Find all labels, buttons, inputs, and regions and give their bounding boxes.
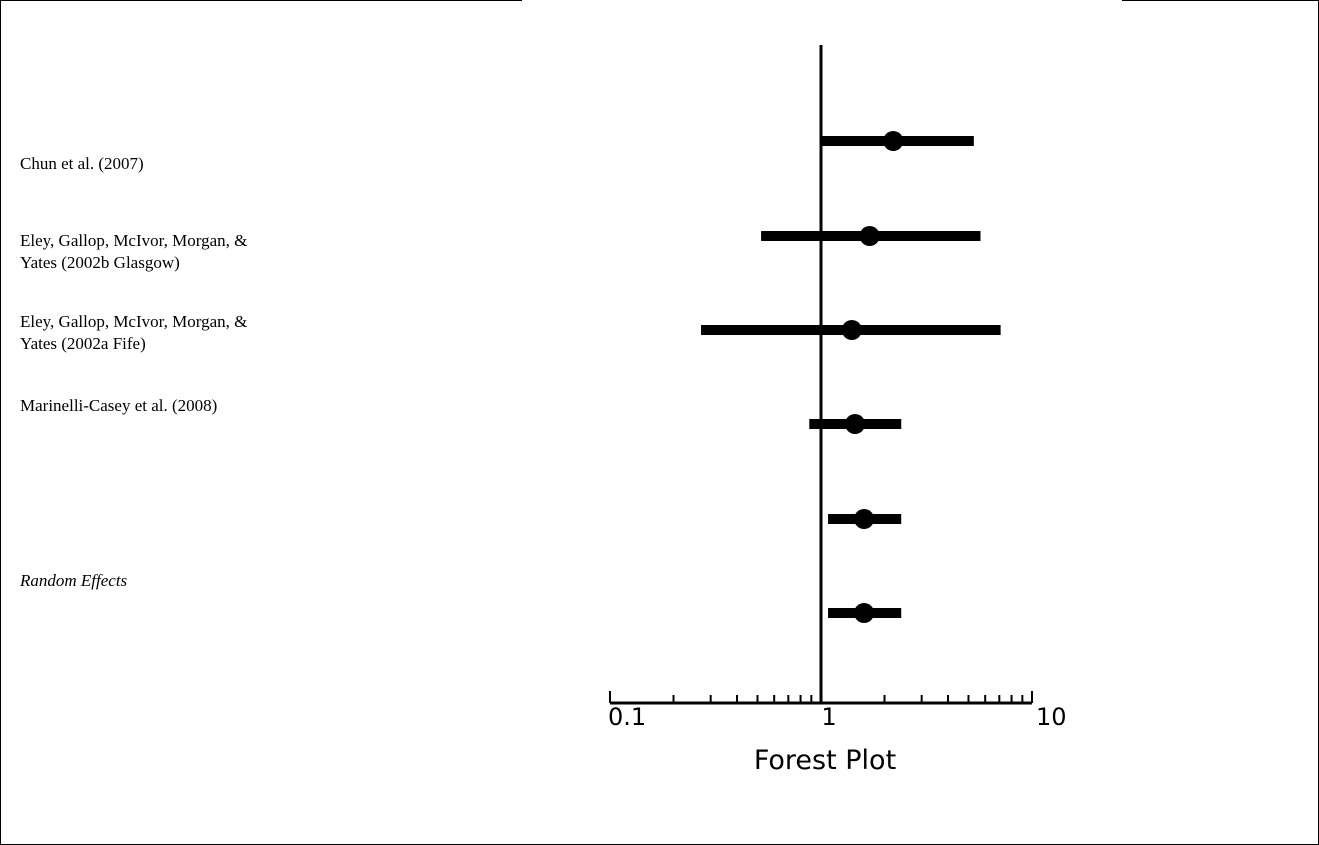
x-axis-title: Forest Plot (754, 745, 896, 776)
point-estimate-2 (859, 226, 880, 246)
point-estimate-5 (854, 509, 875, 529)
top-rule-left (0, 0, 522, 1)
study-label-6: Random Effects (20, 571, 128, 590)
study-label-4: Marinelli-Casey et al. (2008) (20, 396, 218, 415)
x-tick-label: 1 (821, 703, 836, 731)
point-estimate-1 (883, 131, 904, 151)
study-label-2: Eley, Gallop, McIvor, Morgan, & Yates (2… (20, 231, 248, 272)
study-label-3: Eley, Gallop, McIvor, Morgan, & Yates (2… (20, 312, 248, 353)
top-rule-right (1122, 0, 1319, 1)
point-estimate-6 (854, 603, 875, 623)
x-tick-label: 0.1 (608, 703, 646, 731)
point-estimate-3 (841, 320, 862, 340)
point-estimate-4 (845, 414, 866, 434)
study-label-1: Chun et al. (2007) (20, 154, 144, 173)
x-tick-label: 10 (1036, 703, 1067, 731)
